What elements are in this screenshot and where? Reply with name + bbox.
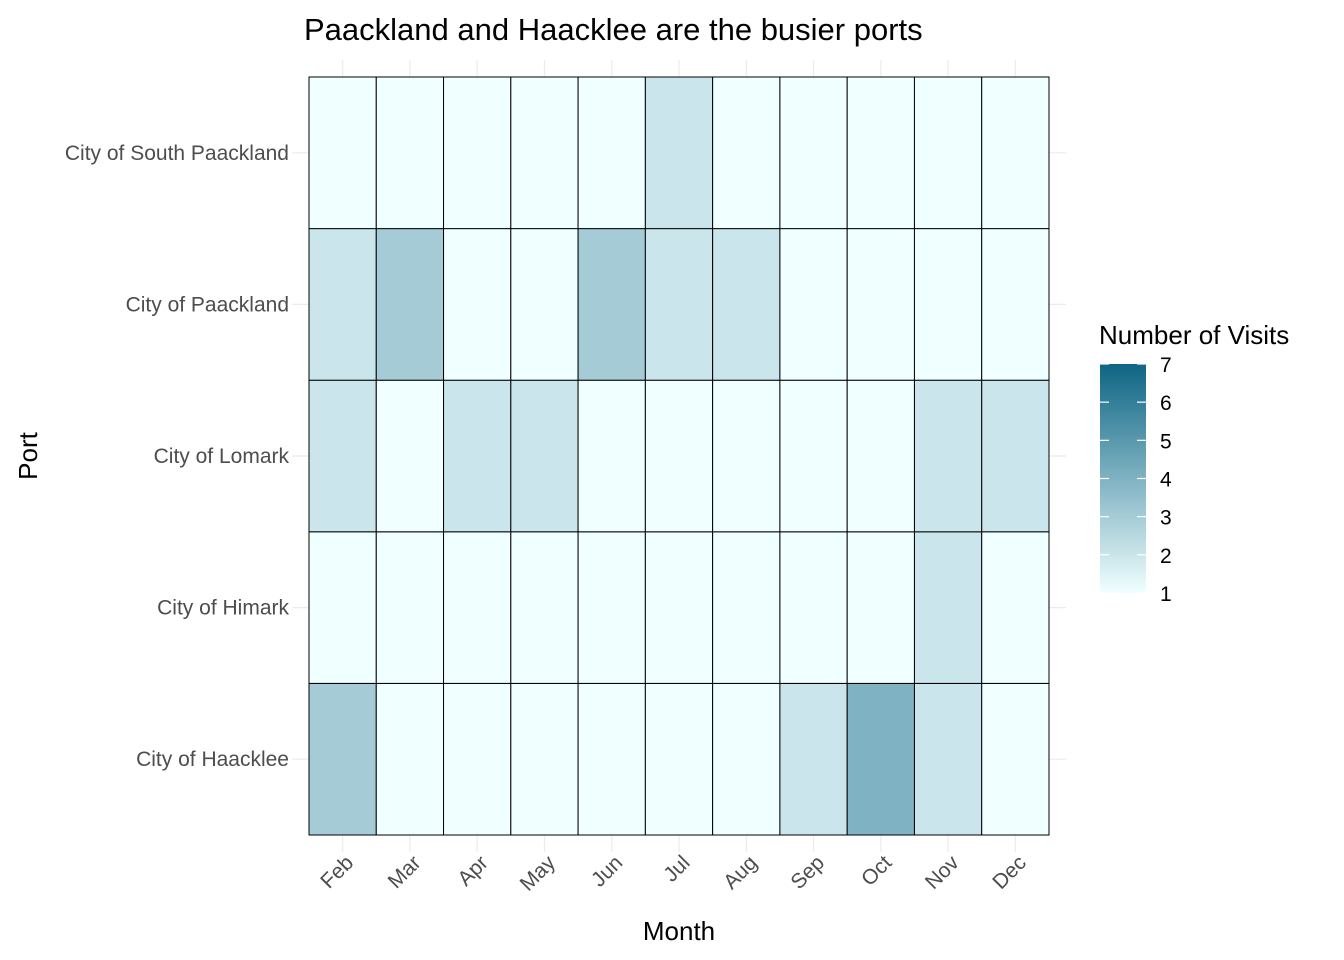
heatmap-cell-city-of-south-paackland-may: [510, 76, 579, 230]
heatmap-cell-city-of-paackland-feb: [308, 228, 377, 381]
heatmap-cell-city-of-haacklee-mar: [375, 682, 445, 836]
heatmap-cell-city-of-south-paackland-aug: [712, 76, 781, 230]
legend-tick-label: 7: [1160, 354, 1172, 377]
heatmap-cell-city-of-lomark-may: [510, 379, 579, 533]
heatmap-cell-city-of-himark-sep: [779, 531, 848, 684]
heatmap-cell-city-of-south-paackland-dec: [981, 76, 1050, 230]
x-tick-label-jun: Jun: [587, 851, 627, 891]
heatmap-cell-city-of-paackland-aug: [712, 228, 781, 381]
y-tick-label-city-of-haacklee: City of Haacklee: [136, 748, 289, 771]
x-tick-labels: Feb Mar Apr May Jun Jul Aug Sep Oct Nov Dec: [316, 851, 1031, 896]
heatmap-cell-city-of-himark-nov: [913, 531, 983, 684]
heatmap-cell-city-of-lomark-sep: [779, 379, 848, 533]
heatmap-cell-city-of-haacklee-feb: [308, 682, 377, 836]
heatmap-cell-city-of-himark-feb: [308, 531, 377, 684]
heatmap-cell-city-of-himark-jul: [644, 531, 714, 684]
legend-tick-label: 4: [1160, 469, 1172, 492]
heatmap-cell-city-of-lomark-apr: [443, 379, 512, 533]
x-axis-title: Month: [643, 916, 715, 946]
heatmap-cell-city-of-paackland-sep: [779, 228, 848, 381]
heatmap-cells: [308, 76, 1050, 836]
heatmap-cell-city-of-south-paackland-apr: [443, 76, 512, 230]
heatmap-cell-city-of-himark-jun: [577, 531, 646, 684]
heatmap-cell-city-of-south-paackland-mar: [375, 76, 445, 230]
y-tick-label-city-of-lomark: City of Lomark: [154, 445, 290, 468]
heatmap-cell-city-of-paackland-jul: [644, 228, 714, 381]
x-tick-label-oct: Oct: [857, 851, 896, 890]
color-legend: Number of Visits 1 2 3 4 5 6 7: [1099, 320, 1289, 606]
heatmap-cell-city-of-himark-mar: [375, 531, 445, 684]
heatmap-cell-city-of-himark-aug: [712, 531, 781, 684]
heatmap-cell-city-of-lomark-nov: [913, 379, 983, 533]
legend-title: Number of Visits: [1099, 320, 1289, 350]
legend-tick-label: 5: [1160, 430, 1172, 453]
heatmap-cell-city-of-himark-dec: [981, 531, 1050, 684]
heatmap-cell-city-of-lomark-oct: [846, 379, 915, 533]
heatmap-cell-city-of-lomark-feb: [308, 379, 377, 533]
heatmap-cell-city-of-haacklee-jun: [577, 682, 646, 836]
heatmap-cell-city-of-paackland-oct: [846, 228, 915, 381]
legend-tick-label: 1: [1160, 583, 1172, 606]
x-tick-label-nov: Nov: [921, 851, 964, 894]
heatmap-cell-city-of-lomark-mar: [375, 379, 445, 533]
heatmap-cell-city-of-haacklee-apr: [443, 682, 512, 836]
y-tick-label-city-of-himark: City of Himark: [157, 597, 289, 620]
heatmap-cell-city-of-haacklee-dec: [981, 682, 1050, 836]
heatmap-cell-city-of-haacklee-oct: [846, 682, 915, 836]
legend-ticks: 1 2 3 4 5 6 7: [1100, 354, 1172, 606]
heatmap-cell-city-of-haacklee-may: [510, 682, 579, 836]
heatmap-cell-city-of-paackland-nov: [913, 228, 983, 381]
heatmap-cell-city-of-paackland-dec: [981, 228, 1050, 381]
heatmap-cell-city-of-paackland-mar: [375, 228, 445, 381]
heatmap-cell-city-of-haacklee-sep: [779, 682, 848, 836]
heatmap-cell-city-of-himark-may: [510, 531, 579, 684]
heatmap-cell-city-of-paackland-apr: [443, 228, 512, 381]
heatmap-cell-city-of-south-paackland-jun: [577, 76, 646, 230]
x-tick-label-apr: Apr: [453, 851, 492, 890]
x-tick-label-feb: Feb: [316, 851, 358, 893]
y-tick-label-city-of-south-paackland: City of South Paackland: [65, 142, 289, 165]
heatmap-cell-city-of-lomark-jun: [577, 379, 646, 533]
heatmap-cell-city-of-south-paackland-nov: [913, 76, 983, 230]
heatmap-cell-city-of-lomark-jul: [644, 379, 714, 533]
heatmap-cell-city-of-paackland-jun: [577, 228, 646, 381]
heatmap-cell-city-of-lomark-aug: [712, 379, 781, 533]
heatmap-cell-city-of-haacklee-nov: [913, 682, 983, 836]
y-tick-label-city-of-paackland: City of Paackland: [126, 293, 289, 316]
y-axis-title: Port: [13, 431, 43, 479]
heatmap-cell-city-of-south-paackland-sep: [779, 76, 848, 230]
heatmap-cell-city-of-himark-apr: [443, 531, 512, 684]
heatmap-cell-city-of-haacklee-jul: [644, 682, 714, 836]
heatmap-cell-city-of-paackland-may: [510, 228, 579, 381]
legend-tick-label: 2: [1160, 545, 1172, 568]
y-tick-labels: City of Haacklee City of Himark City of Lo…: [65, 142, 290, 771]
x-tick-label-dec: Dec: [988, 851, 1031, 894]
legend-tick-label: 6: [1160, 392, 1172, 415]
heatmap-cell-city-of-south-paackland-feb: [308, 76, 377, 230]
chart-title: Paackland and Haacklee are the busier po…: [304, 12, 923, 47]
heatmap-cell-city-of-himark-oct: [846, 531, 915, 684]
heatmap-cell-city-of-lomark-dec: [981, 379, 1050, 533]
x-tick-label-sep: Sep: [786, 851, 829, 894]
heatmap-cell-city-of-south-paackland-jul: [644, 76, 714, 230]
legend-tick-label: 3: [1160, 507, 1172, 530]
heatmap-cell-city-of-south-paackland-oct: [846, 76, 915, 230]
heatmap-cell-city-of-haacklee-aug: [712, 682, 781, 836]
x-tick-label-jul: Jul: [659, 851, 694, 886]
x-tick-label-aug: Aug: [719, 851, 762, 894]
x-tick-label-may: May: [516, 851, 561, 896]
x-tick-label-mar: Mar: [384, 851, 426, 893]
